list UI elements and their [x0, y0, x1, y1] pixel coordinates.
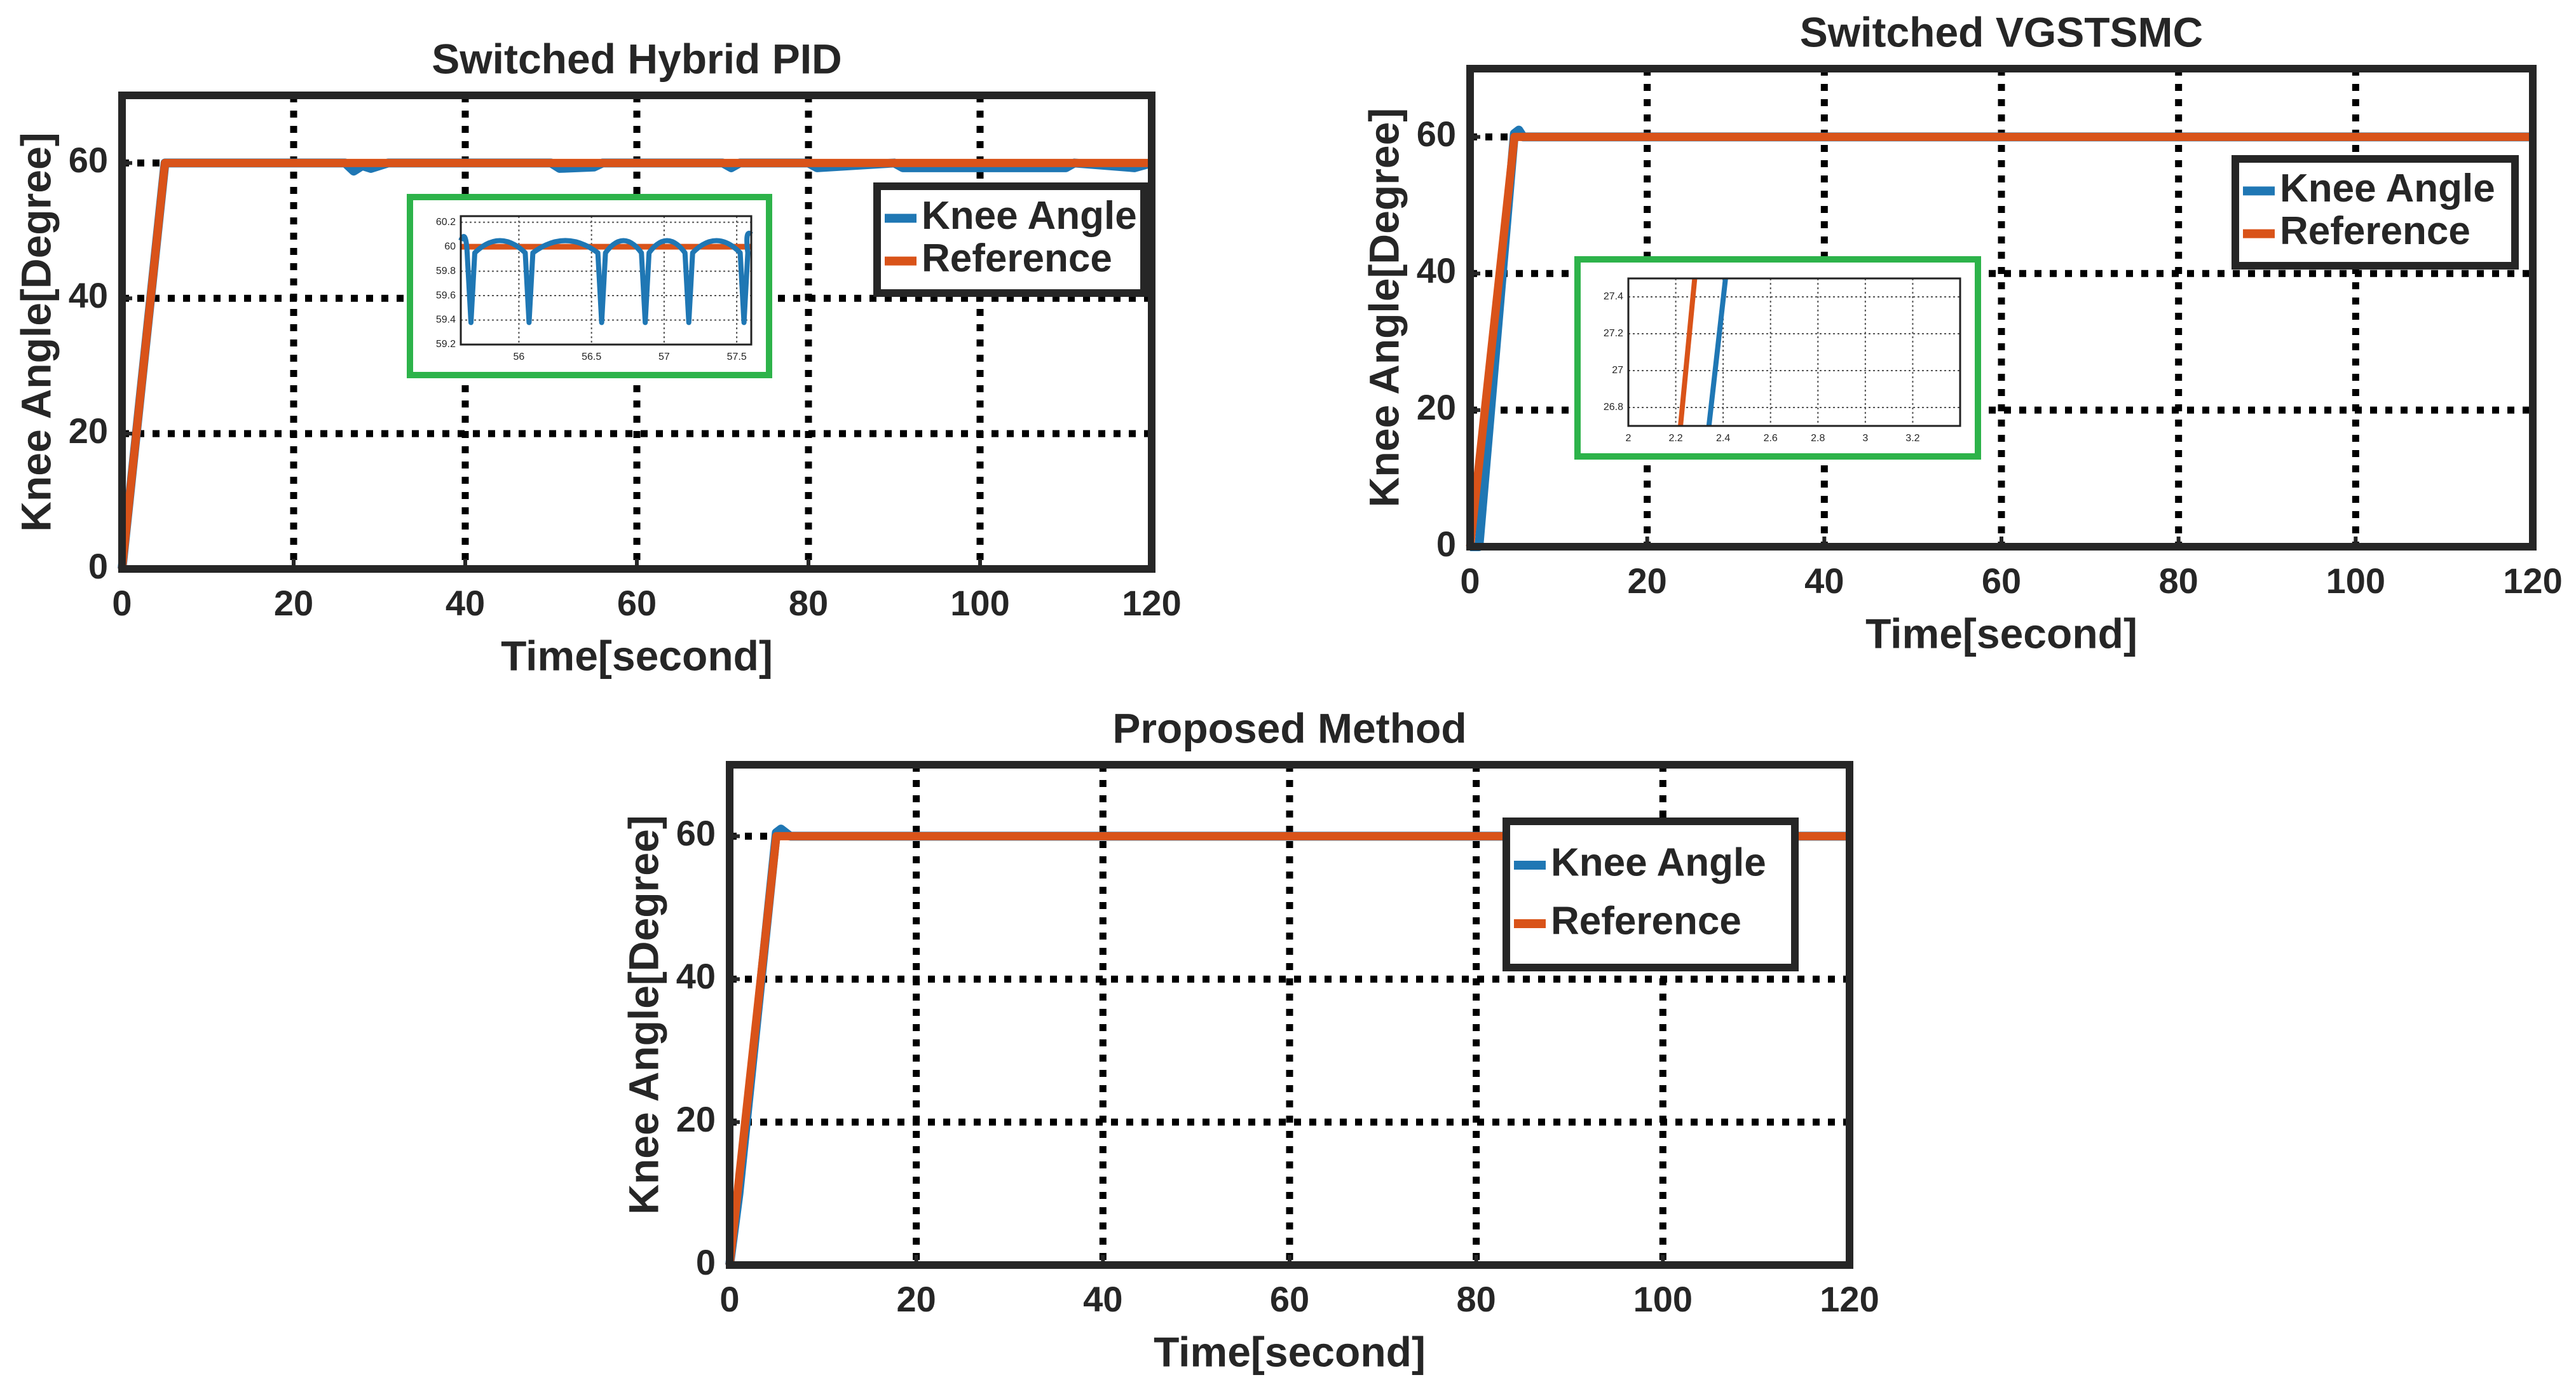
- chart-3: 0 20 40 60 80 100 120 0 20 40 60 Proposed Method Tim…: [620, 704, 1879, 1375]
- x-axis-label: Time[second]: [501, 632, 773, 679]
- inset-x-tick-label: 56: [514, 352, 525, 362]
- inset-x-tick-label: 57: [658, 352, 670, 362]
- chart-title: Switched Hybrid PID: [432, 35, 842, 82]
- x-tick-label: 60: [617, 583, 657, 623]
- inset-knee-angle-line: [458, 231, 753, 325]
- x-tick-label: 20: [897, 1279, 936, 1319]
- x-tick-label: 0: [112, 583, 132, 623]
- inset-knee-angle-line: [1706, 278, 1728, 427]
- inset-axes-box: [1627, 277, 1961, 427]
- y-tick-label: 20: [676, 1099, 716, 1139]
- x-tick-label: 100: [1633, 1279, 1693, 1319]
- x-tick-label: 80: [789, 583, 828, 623]
- x-tick-label: 80: [2159, 561, 2198, 601]
- y-axis-label: Knee Angle[Degree]: [12, 132, 59, 531]
- x-tick-label: 100: [950, 583, 1009, 623]
- legend-label: Reference: [1551, 899, 1741, 943]
- inset-x-tick-label: 3: [1862, 433, 1868, 444]
- x-tick-label: 20: [274, 583, 313, 623]
- inset-y-tick-label: 60.2: [436, 217, 456, 228]
- x-tick-label: 80: [1457, 1279, 1496, 1319]
- y-tick-label: 0: [696, 1242, 716, 1282]
- inset-y-tick-label: 59.6: [436, 290, 456, 301]
- inset-y-tick-label: 26.8: [1604, 402, 1623, 413]
- inset-x-tick-label: 2: [1626, 433, 1632, 444]
- chart-title: Proposed Method: [1112, 704, 1466, 751]
- inset-x-tick-label: 2.6: [1764, 433, 1778, 444]
- reference-line: [725, 831, 1850, 1266]
- inset-reference-line: [1678, 278, 1698, 427]
- inset-frame: [407, 194, 772, 378]
- x-tick-label: 40: [446, 583, 485, 623]
- inset-y-tick-label: 60: [444, 241, 456, 252]
- y-tick-label: 20: [1417, 387, 1456, 427]
- reference-line: [118, 158, 1152, 570]
- x-tick-label: 0: [1460, 561, 1480, 601]
- inset-x-tick-label: 2.8: [1811, 433, 1825, 444]
- inset-x-tick-label: 3.2: [1905, 433, 1919, 444]
- chart-title: Switched VGSTSMC: [1800, 8, 2203, 55]
- x-tick-label: 120: [1122, 583, 1181, 623]
- chart-1: 0 20 40 60 80 100 120 0 20 40 60 Switched Hybrid PI…: [12, 35, 1181, 679]
- y-tick-label: 0: [1436, 524, 1456, 564]
- inset-x-tick-label: 57.5: [727, 352, 747, 362]
- legend-box: [873, 182, 1148, 297]
- inset-frame: [1574, 256, 1981, 460]
- legend-label: Knee Angle: [2280, 167, 2495, 210]
- inset-y-tick-label: 27.2: [1604, 328, 1623, 339]
- y-tick-label: 40: [69, 275, 108, 315]
- legend: Knee Angle Reference: [1503, 818, 1799, 971]
- inset-y-tick-label: 27: [1612, 365, 1623, 376]
- inset: 2 2.2 2.4 2.6 2.8 3 3.2 26.8 27 27.2 27.4: [1574, 256, 1981, 460]
- inset-x-tick-label: 2.4: [1716, 433, 1730, 444]
- y-tick-label: 40: [1417, 250, 1456, 291]
- y-tick-label: 40: [676, 956, 716, 996]
- x-axis-label: Time[second]: [1865, 610, 2137, 657]
- y-tick-label: 60: [676, 813, 716, 853]
- x-axis-label: Time[second]: [1154, 1328, 1426, 1375]
- reference-line: [1466, 132, 2533, 547]
- y-tick-label: 60: [1417, 114, 1456, 154]
- inset-y-tick-label: 59.8: [436, 266, 456, 277]
- legend-label: Reference: [2280, 209, 2470, 253]
- inset-axes-box: [460, 215, 753, 346]
- legend-box: [1503, 818, 1799, 971]
- inset-x-tick-label: 2.2: [1668, 433, 1682, 444]
- x-tick-label: 0: [719, 1279, 739, 1319]
- x-tick-label: 120: [1820, 1279, 1879, 1319]
- inset-y-tick-label: 27.4: [1604, 291, 1623, 302]
- inset-y-tick-label: 59.2: [436, 339, 456, 350]
- x-tick-label: 100: [2326, 561, 2385, 601]
- y-axis-label: Knee Angle[Degree]: [1360, 108, 1407, 507]
- x-tick-label: 120: [2503, 561, 2562, 601]
- inset-x-tick-label: 56.5: [582, 352, 601, 362]
- y-tick-label: 0: [88, 546, 108, 586]
- x-tick-label: 60: [1982, 561, 2021, 601]
- y-tick-label: 20: [69, 411, 108, 451]
- legend-box: [2232, 155, 2519, 270]
- legend-label: Reference: [922, 236, 1112, 280]
- y-axis-label: Knee Angle[Degree]: [620, 815, 667, 1214]
- chart-2: 0 20 40 60 80 100 120 0 20 40 60 Switched VGSTSMC Ti…: [1360, 8, 2562, 657]
- inset: 56 56.5 57 57.5 59.2 59.4 59.6 59.8 60 60.2: [407, 194, 772, 378]
- x-tick-label: 40: [1804, 561, 1844, 601]
- x-tick-label: 20: [1628, 561, 1667, 601]
- legend-label: Knee Angle: [1551, 840, 1766, 884]
- inset-y-tick-label: 59.4: [436, 315, 456, 325]
- legend-label: Knee Angle: [922, 194, 1137, 238]
- x-tick-label: 60: [1270, 1279, 1309, 1319]
- x-tick-label: 40: [1083, 1279, 1122, 1319]
- y-tick-label: 60: [69, 140, 108, 180]
